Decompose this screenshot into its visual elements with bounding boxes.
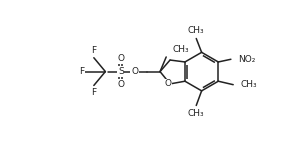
Text: CH₃: CH₃: [188, 109, 205, 118]
Text: S: S: [118, 67, 124, 76]
Text: O: O: [117, 54, 124, 63]
Text: O: O: [117, 80, 124, 89]
Text: F: F: [91, 88, 97, 97]
Text: F: F: [91, 46, 97, 55]
Text: CH₃: CH₃: [188, 26, 205, 35]
Text: CH₃: CH₃: [172, 45, 189, 54]
Text: F: F: [79, 67, 84, 76]
Text: O: O: [131, 67, 138, 76]
Text: NO₂: NO₂: [239, 55, 256, 64]
Text: O: O: [164, 79, 171, 88]
Text: CH₃: CH₃: [241, 80, 257, 89]
